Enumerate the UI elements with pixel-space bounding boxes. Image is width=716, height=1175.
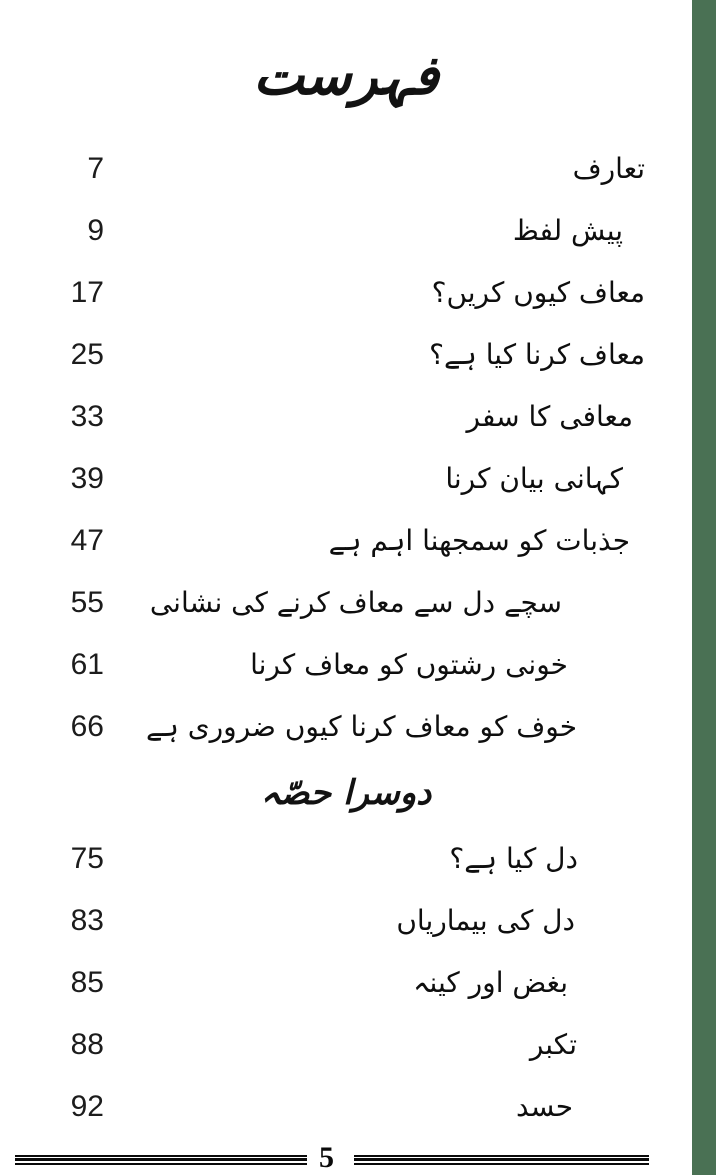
entry-page-number: 92 (70, 1090, 104, 1123)
toc-entry: 17 معاف کیوں کریں؟ (0, 262, 660, 324)
toc-entry: 9 پیش لفظ (0, 200, 660, 262)
entry-page-number: 85 (70, 966, 104, 999)
toc-entry: 7 تعارف (0, 138, 660, 200)
toc-entry: 33 معافی کا سفر (0, 386, 660, 448)
entry-title: دل کی بیماریاں (396, 904, 575, 937)
entry-title: سچے دل سے معاف کرنے کی نشانی (149, 586, 562, 619)
toc-entry: 47 جذبات کو سمجھنا اہم ہے (0, 510, 660, 572)
decorative-rule-right (354, 1155, 649, 1165)
page-footer: 5 (0, 1141, 692, 1174)
entry-page-number: 25 (70, 338, 104, 371)
entry-title: تکبر (529, 1028, 577, 1061)
entry-title: معاف کیوں کریں؟ (431, 276, 645, 309)
toc-entry: 92 حسد (0, 1076, 660, 1138)
toc-entry: 66 خوف کو معاف کرنا کیوں ضروری ہے (0, 696, 660, 758)
entry-title: خوف کو معاف کرنا کیوں ضروری ہے (146, 710, 577, 743)
entry-title: کہانی بیان کرنا (445, 462, 623, 495)
toc-entry: 25 معاف کرنا کیا ہے؟ (0, 324, 660, 386)
toc-entry: 85 بغض اور کینہ (0, 952, 660, 1014)
toc-entry: 83 دل کی بیماریاں (0, 890, 660, 952)
entry-title: بغض اور کینہ (413, 966, 568, 999)
page-content: فہرست 7 تعارف 9 پیش لفظ 17 معاف کیوں کری… (0, 44, 660, 1173)
entry-title: معاف کرنا کیا ہے؟ (429, 338, 645, 371)
toc-entry: 61 خونی رشتوں کو معاف کرنا (0, 634, 660, 696)
section-heading: دوسرا حصّہ (260, 773, 432, 813)
toc-entry: 39 کہانی بیان کرنا (0, 448, 660, 510)
page-title: فہرست (253, 44, 440, 107)
entry-page-number: 66 (70, 710, 104, 743)
scan-edge-strip (692, 0, 716, 1175)
entry-title: دل کیا ہے؟ (449, 842, 578, 875)
entry-title: معافی کا سفر (466, 400, 634, 433)
decorative-rule-left (15, 1155, 307, 1165)
entry-page-number: 75 (70, 842, 104, 875)
entry-title: خونی رشتوں کو معاف کرنا (250, 648, 568, 681)
entry-page-number: 7 (87, 152, 104, 185)
entry-page-number: 17 (70, 276, 104, 309)
footer-page-number: 5 (319, 1141, 334, 1174)
toc-entry: 55 سچے دل سے معاف کرنے کی نشانی (0, 572, 660, 634)
entry-title: حسد (516, 1090, 573, 1123)
entry-page-number: 83 (70, 904, 104, 937)
entry-page-number: 47 (70, 524, 104, 557)
entry-page-number: 33 (70, 400, 104, 433)
entry-page-number: 88 (70, 1028, 104, 1061)
table-of-contents: 7 تعارف 9 پیش لفظ 17 معاف کیوں کریں؟ 25 … (0, 138, 660, 1138)
entry-title: جذبات کو سمجھنا اہم ہے (328, 524, 630, 557)
entry-page-number: 39 (70, 462, 104, 495)
entry-page-number: 61 (70, 648, 104, 681)
entry-page-number: 9 (87, 214, 104, 247)
toc-entry: 88 تکبر (0, 1014, 660, 1076)
toc-entry: 75 دل کیا ہے؟ (0, 828, 660, 890)
entry-title: تعارف (572, 152, 645, 185)
entry-page-number: 55 (70, 586, 104, 619)
entry-title: پیش لفظ (512, 214, 623, 247)
